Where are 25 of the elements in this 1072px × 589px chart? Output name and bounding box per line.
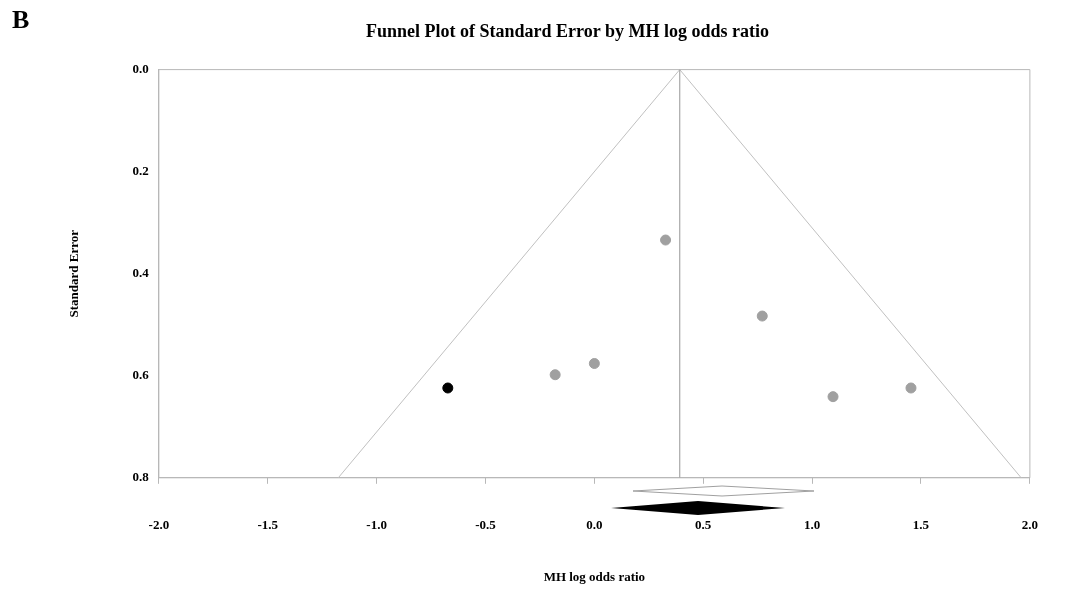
x-tick-label: -2.0 (148, 516, 170, 532)
x-tick-label: 1.5 (912, 516, 930, 532)
x-axis-title: MH log odds ratio (543, 568, 646, 584)
point (588, 358, 600, 369)
point (827, 391, 839, 403)
x-tick-label: 0.5 (695, 516, 712, 532)
y-tick-label: 0.4 (132, 265, 150, 281)
x-tick-label: -0.5 (475, 516, 497, 532)
chart-title: Funnel Plot of Standard Error by MH log odds ratio (366, 21, 769, 42)
y-axis-title: Standard Error (66, 229, 82, 318)
point (756, 310, 768, 322)
y-tick-label: 0.2 (132, 163, 149, 179)
point (549, 369, 561, 381)
x-tick-label: 1.0 (803, 516, 821, 532)
x-tick-label: -1.0 (366, 516, 387, 532)
y-tick-label: 0.0 (132, 60, 149, 76)
x-tick-label: 0.0 (586, 516, 603, 532)
point (442, 382, 454, 394)
text: B (12, 4, 30, 34)
y-tick-label: 0.6 (132, 367, 150, 383)
y-tick-label: 0.8 (132, 469, 150, 485)
x-tick-label: -1.5 (257, 516, 279, 532)
point (905, 382, 917, 394)
point (660, 234, 672, 246)
x-tick-label: 2.0 (1021, 516, 1038, 532)
